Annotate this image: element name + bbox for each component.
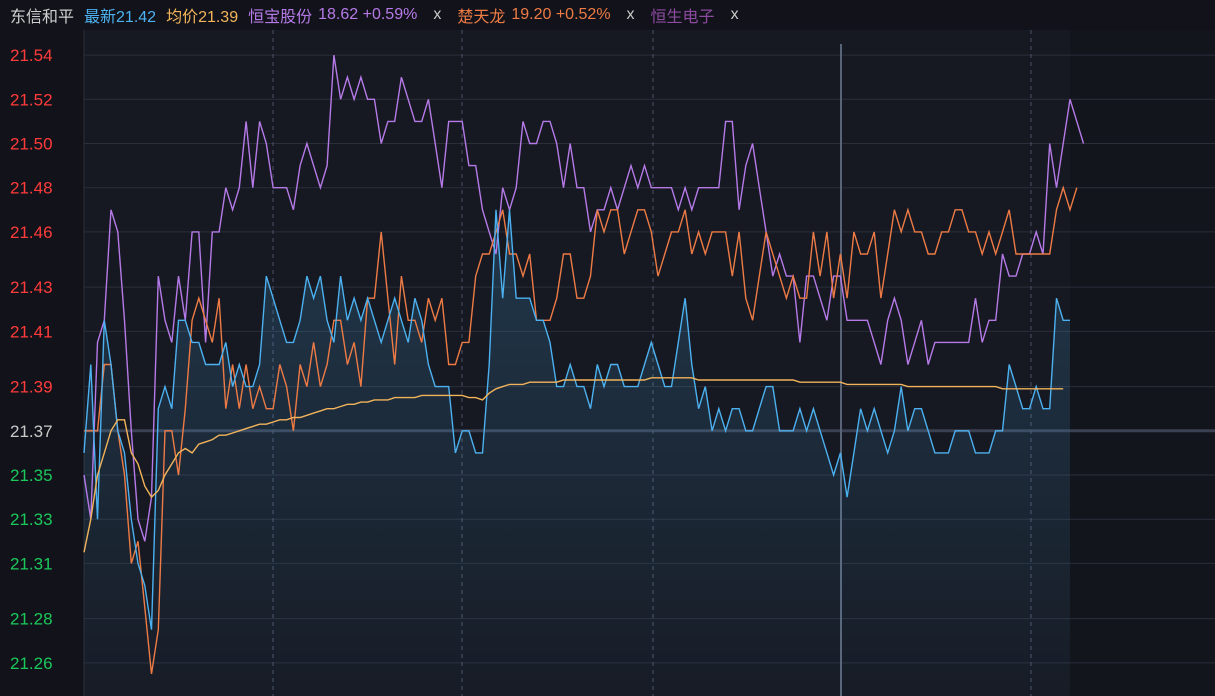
- y-tick-label: 21.31: [10, 554, 53, 573]
- legend-comp2-close-button[interactable]: x: [626, 6, 635, 23]
- legend-comp3-close-button[interactable]: x: [730, 6, 739, 23]
- legend-latest-price: 最新21.42: [84, 9, 157, 26]
- y-tick-label: 21.46: [10, 223, 53, 242]
- y-tick-label: 21.37: [10, 422, 53, 441]
- y-tick-label: 21.50: [10, 135, 53, 154]
- y-tick-label: 21.35: [10, 466, 53, 485]
- y-tick-label: 21.39: [10, 378, 53, 397]
- legend-main-name: 东信和平: [10, 9, 75, 26]
- legend-comp1: 恒宝股份 18.62 +0.59%: [248, 3, 417, 27]
- legend-comp3-label: 恒生电子: [650, 9, 715, 26]
- legend-comp2: 楚天龙 19.20 +0.52%: [457, 3, 610, 27]
- y-tick-label: 21.33: [10, 510, 53, 529]
- y-tick-label: 21.54: [10, 46, 53, 65]
- series-line-comp1: [83, 54, 1085, 542]
- legend-comp3: 恒生电子: [651, 3, 715, 27]
- legend-comp2-label: 楚天龙: [457, 9, 506, 26]
- chart-legend: 东信和平 最新21.42 均价21.39 恒宝股份 18.62 +0.59% x…: [0, 0, 1215, 30]
- legend-comp1-stats: 18.62 +0.59%: [318, 6, 418, 23]
- y-tick-label: 21.52: [10, 90, 53, 109]
- y-tick-label: 21.28: [10, 610, 53, 629]
- legend-avg-price: 均价21.39: [166, 9, 239, 26]
- legend-comp2-stats: 19.20 +0.52%: [511, 6, 611, 23]
- future-area: [1070, 30, 1215, 696]
- legend-comp1-label: 恒宝股份: [248, 9, 313, 26]
- series-line-main: [83, 209, 1070, 630]
- legend-comp1-close-button[interactable]: x: [433, 6, 442, 23]
- y-tick-label: 21.41: [10, 322, 53, 341]
- y-tick-label: 21.26: [10, 654, 53, 673]
- series-line-avg: [83, 377, 1064, 553]
- y-tick-label: 21.48: [10, 179, 53, 198]
- y-tick-label: 21.43: [10, 278, 53, 297]
